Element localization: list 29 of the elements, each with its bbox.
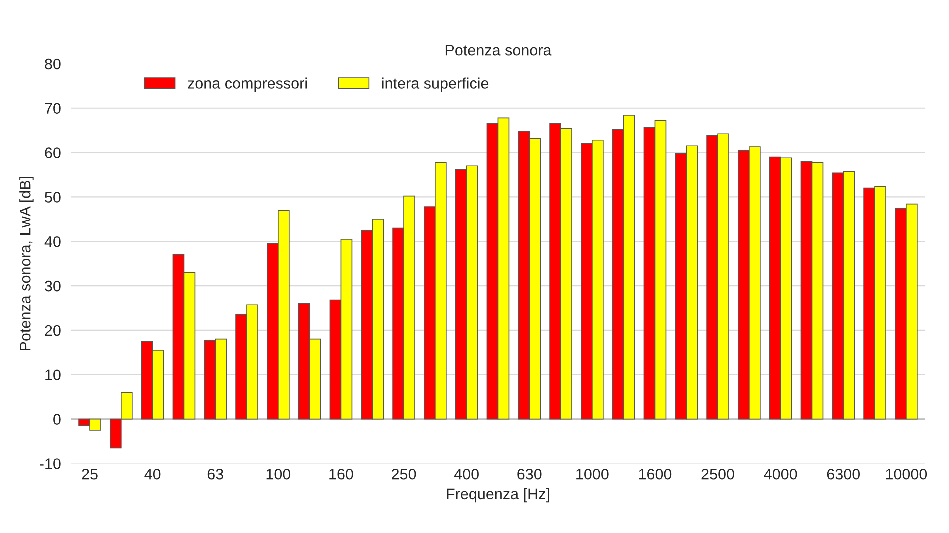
y-tick-label: 60 [45,148,61,158]
x-tick-label: 1000 [576,468,609,480]
x-tick-label: 160 [330,468,354,480]
x-tick-label: 6300 [827,468,860,480]
x-tick-label: 100 [266,468,291,480]
x-tick-label: 630 [518,468,542,480]
x-tick-label: 1600 [639,468,672,480]
x-tick-label: 250 [392,468,416,480]
y-tick-label: 80 [45,58,61,70]
x-tick-label: 10000 [886,468,928,480]
y-tick-label: 0 [54,414,61,425]
chart-title: Potenza sonora [446,45,552,56]
y-axis-title: Potenza sonora, LwA [dB] [20,177,34,350]
y-tick-label: 40 [44,236,61,248]
y-tick-label: 20 [45,325,61,336]
legend-label: intera superficie [382,78,489,92]
x-tick-label: 63 [208,468,224,480]
x-tick-label: 40 [144,468,161,480]
x-tick-label: 400 [454,468,479,480]
y-tick-label: 30 [45,280,61,292]
x-tick-label: 4000 [764,468,798,480]
y-tick-label: 70 [45,103,61,114]
y-tick-label: 10 [46,370,61,381]
x-axis-title: Frequenza [Hz] [447,488,550,503]
x-tick-label: 25 [82,468,98,480]
x-tick-label: 2500 [702,468,734,480]
y-tick-label: 50 [45,192,61,203]
y-tick-label: -10 [40,458,61,470]
legend-label: zona compressori [188,78,308,92]
